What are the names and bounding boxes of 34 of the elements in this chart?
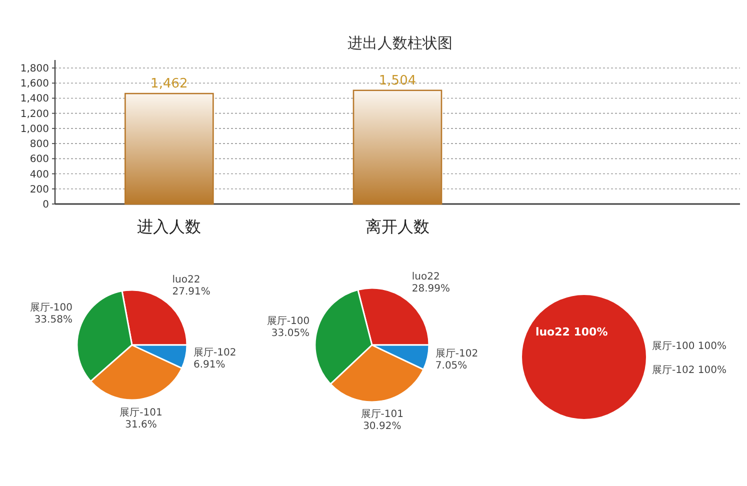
y-tick-label: 1,000 xyxy=(20,124,49,135)
data-label: 6.91% xyxy=(194,360,226,371)
data-label: 31.6% xyxy=(125,419,157,430)
slice-label: 展厅-102 xyxy=(194,348,236,359)
y-tick-label: 0 xyxy=(42,200,49,210)
y-tick-label: 800 xyxy=(30,139,49,150)
chart-title: 进出人数柱状图 xyxy=(348,34,452,52)
y-tick-label: 400 xyxy=(30,169,49,180)
data-label: 28.99% xyxy=(412,284,450,295)
text: 展厅-100 100% xyxy=(652,341,726,352)
y-tick-label: 200 xyxy=(30,184,49,196)
slice-label: 展厅-100 xyxy=(30,302,72,314)
y-tick-label: 1,800 xyxy=(20,64,49,74)
y-tick-label: 1,200 xyxy=(20,108,49,120)
x-tick-label: 离开人数 xyxy=(366,217,430,236)
x-tick-label: 进入人数 xyxy=(137,217,202,236)
y-tick-label: 1,400 xyxy=(20,94,49,105)
data-label: 1,462 xyxy=(150,76,188,92)
data-label: 27.91% xyxy=(172,286,210,298)
data-label: 33.05% xyxy=(271,328,310,339)
slice-label: 展厅-100 xyxy=(266,316,310,327)
slice-label: 展厅-101 xyxy=(360,409,404,420)
slice-label: 展厅-101 xyxy=(120,407,162,418)
data-label: 1,504 xyxy=(378,73,416,88)
data-label: 33.58% xyxy=(34,314,72,326)
data-label: 30.92% xyxy=(363,421,402,432)
text: 展厅-102 100% xyxy=(652,365,726,376)
data-label: 7.05% xyxy=(435,360,468,372)
y-tick-label: 1,600 xyxy=(20,78,49,90)
slice-label: luo22 xyxy=(412,272,440,283)
slice-label: luo22 100% xyxy=(535,325,608,338)
y-tick-label: 600 xyxy=(30,154,49,166)
slice-label: 展厅-102 xyxy=(435,348,478,360)
slice-label: luo22 xyxy=(172,274,200,286)
